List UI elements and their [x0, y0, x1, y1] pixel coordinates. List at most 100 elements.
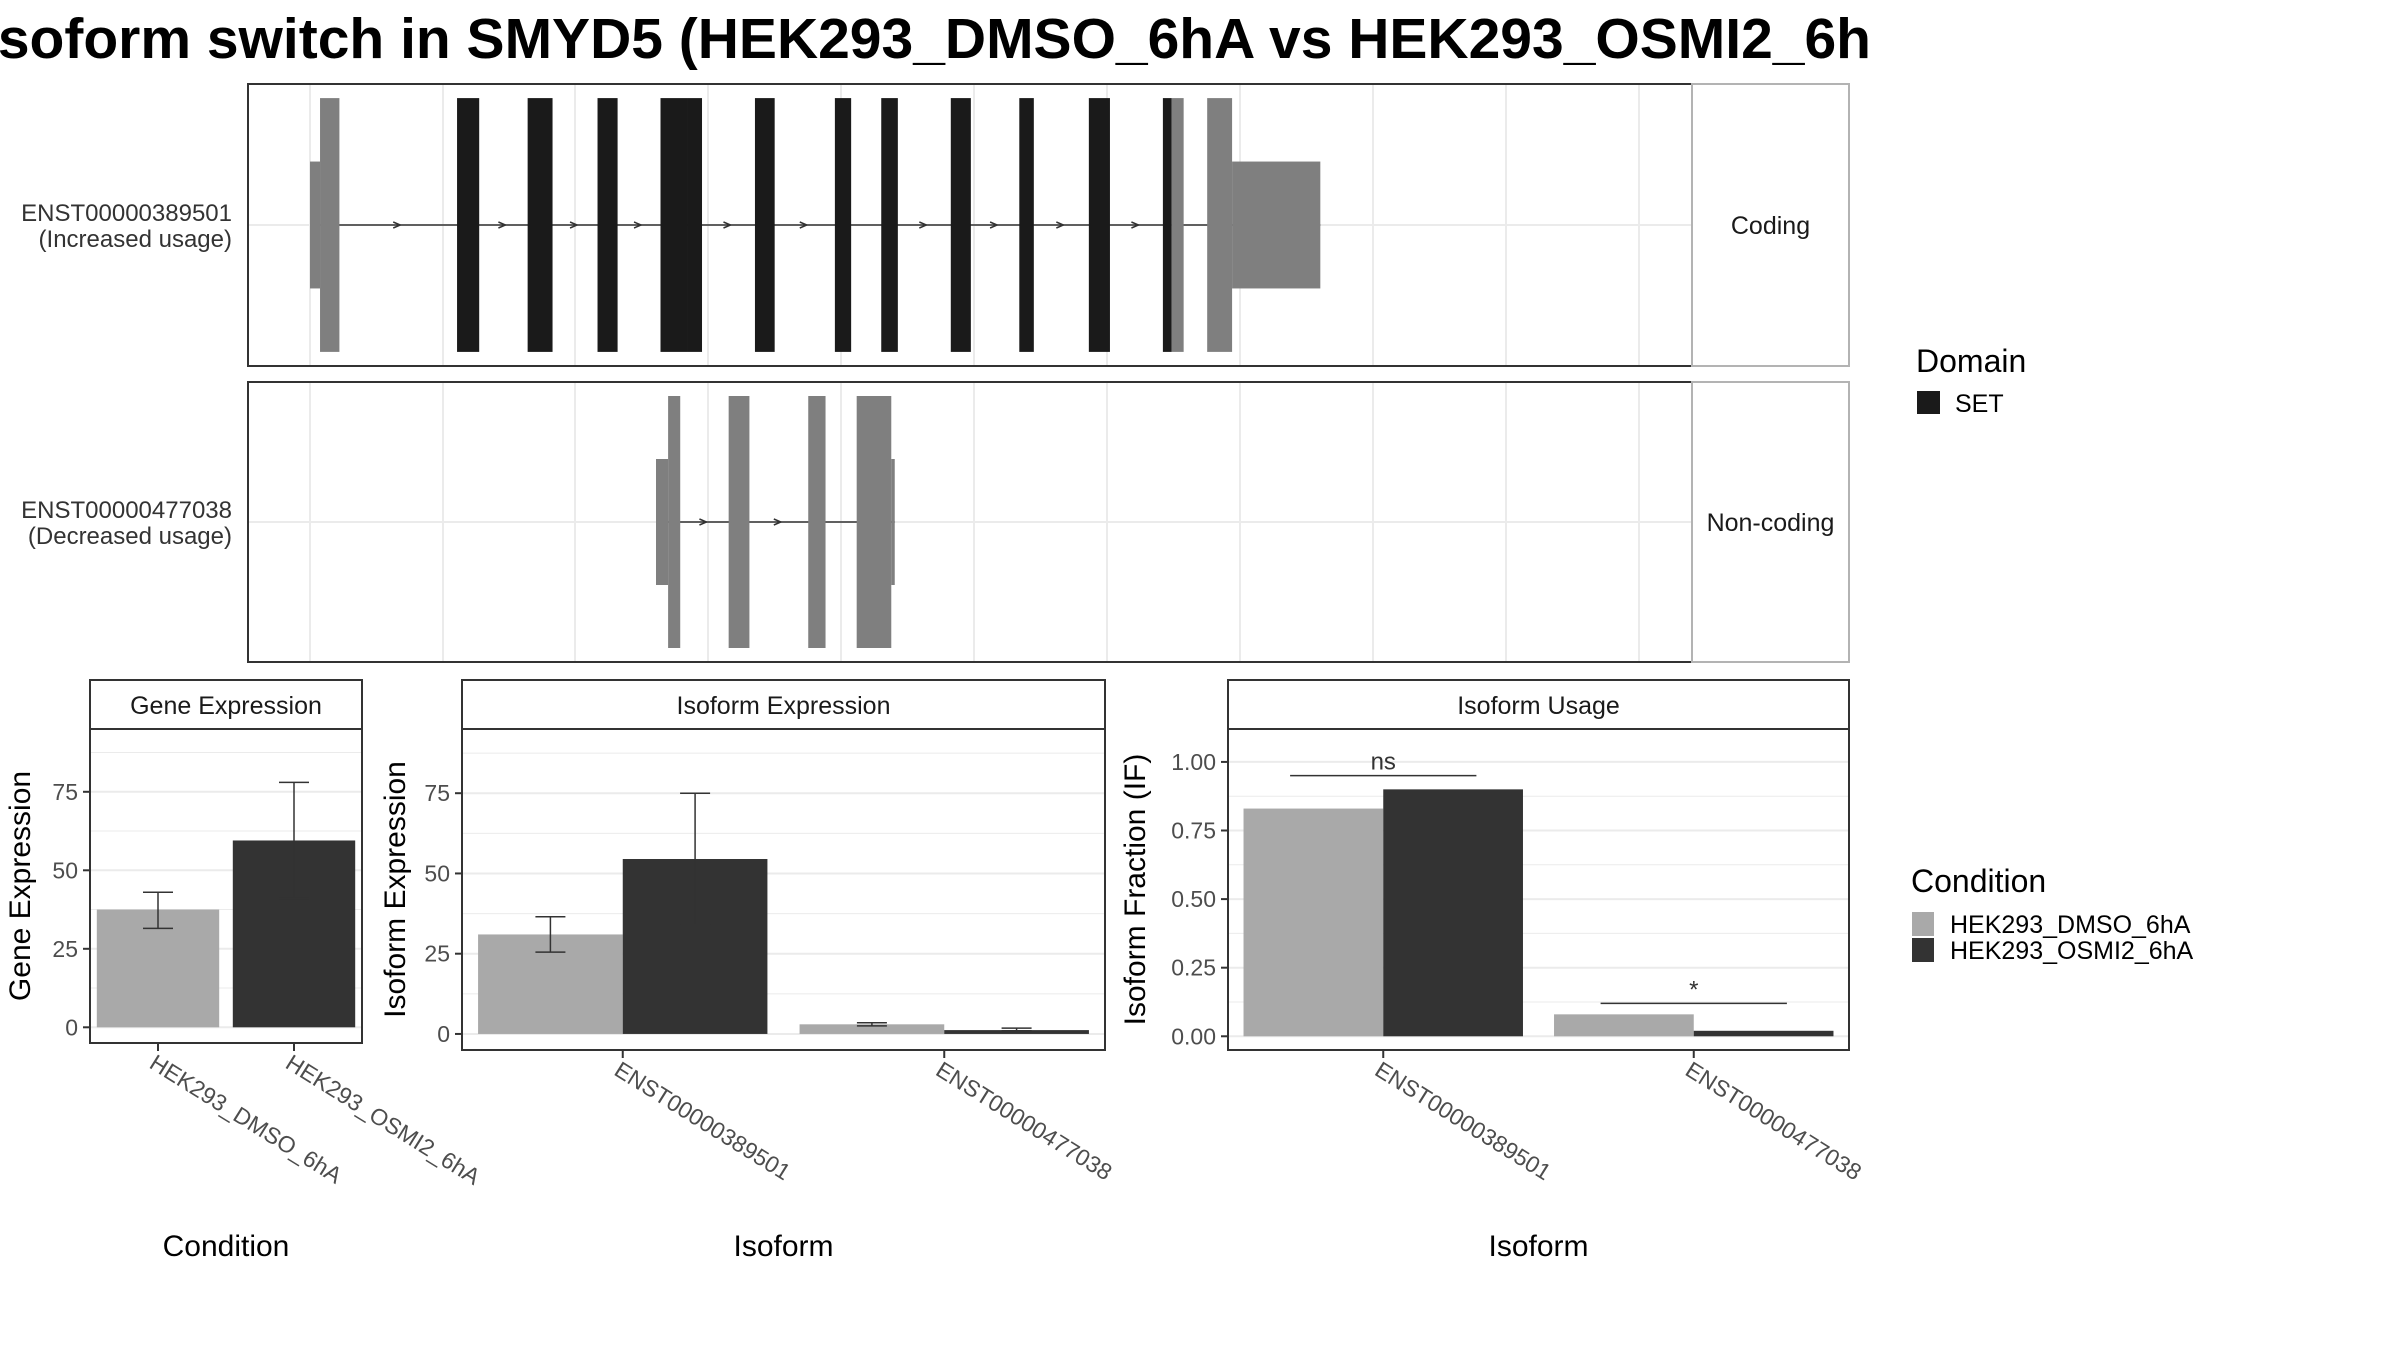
y-tick-label: 50	[52, 857, 78, 883]
set-domain-exon-9	[834, 98, 852, 352]
y-tick-label: 0.25	[1171, 955, 1216, 981]
y-axis-title: Gene Expression	[4, 771, 37, 1001]
y-tick-label: 25	[424, 941, 450, 967]
transcript-structure-plot: Coding ENST00000389501(Increased usage) No…	[21, 83, 1850, 663]
plot-border	[461, 728, 1106, 1051]
transcript-usage-label: (Decreased usage)	[28, 523, 232, 550]
error-bar	[856, 1021, 887, 1027]
y-tick-label: 50	[424, 860, 450, 886]
bar-charts: Gene Expression0255075HEK293_DMSO_6hAHEK…	[4, 679, 1866, 1263]
error-bar	[535, 916, 566, 953]
bar-ENST00000477038-osmi	[944, 1030, 1089, 1034]
set-domain-exon-7	[687, 98, 703, 352]
x-tick-label: ENST00000389501	[610, 1056, 795, 1185]
bar-ENST00000389501-dmso	[1243, 808, 1384, 1037]
direction-arrow	[633, 221, 643, 229]
plot-border	[1227, 728, 1850, 1051]
x-axis-title: Condition	[163, 1230, 290, 1263]
facet-strip-label: Gene Expression	[130, 692, 322, 720]
facet-strip	[89, 679, 363, 730]
direction-arrow	[498, 221, 508, 229]
domain-legend-swatch-set	[1917, 391, 1940, 414]
utr-exon-2	[668, 396, 681, 648]
x-axis-title: Isoform	[733, 1230, 833, 1263]
panel-strip	[1691, 83, 1850, 367]
y-tick-label: 1.00	[1171, 749, 1216, 775]
direction-arrow	[569, 221, 579, 229]
transcript-id-label: ENST00000389501	[21, 200, 232, 227]
direction-arrow	[773, 518, 783, 526]
y-axis-title: Isoform Expression	[379, 761, 412, 1018]
y-tick-label: 0	[65, 1014, 78, 1040]
set-domain-exon-10	[881, 98, 898, 352]
domain-legend: Domain SET	[1916, 343, 2026, 418]
error-bar	[279, 781, 309, 900]
plot-border	[89, 728, 363, 1044]
y-tick-label: 25	[52, 936, 78, 962]
y-tick-label: 75	[424, 780, 450, 806]
condition-legend-title: Condition	[1911, 863, 2046, 899]
panel-strip	[1691, 381, 1850, 663]
bar-ENST00000477038-dmso	[799, 1024, 945, 1034]
transcript-type-label: Non-coding	[1707, 509, 1835, 537]
chart-2: Isoform Expression 0 25 50 75 ENST00000389501…	[379, 679, 1117, 1263]
set-domain-exon-13	[1088, 98, 1110, 352]
bar-ENST00000477038-osmi	[1693, 1030, 1834, 1037]
set-domain-exon-6	[660, 98, 688, 352]
y-tick-label: 0.50	[1171, 886, 1216, 912]
chart-3: Isoform Usage 0.00 0.25 0.50 0.75 1.00 ns * ENST…	[1119, 679, 1866, 1263]
set-domain-exon-5	[597, 98, 618, 352]
utr-exon-5	[856, 396, 892, 648]
y-tick-label: 75	[52, 779, 78, 805]
error-bar	[1001, 1027, 1032, 1032]
set-domain-exon-11	[950, 98, 971, 352]
transcript-type-label: Coding	[1731, 212, 1810, 240]
error-bar	[143, 891, 173, 930]
direction-arrow	[392, 221, 403, 229]
bar-ENST00000477038-dmso	[1554, 1014, 1694, 1037]
utr-exon-3	[728, 396, 750, 648]
utr-exon-2	[320, 98, 340, 352]
domain-legend-title: Domain	[1916, 343, 2026, 379]
significance-label: ns	[1371, 749, 1396, 776]
bar-HEK293_DMSO_6hA	[96, 909, 220, 1028]
utr-exon-6	[891, 459, 895, 585]
figure-title: Isoform switch in SMYD5 (HEK293_DMSO_6hA…	[0, 7, 1871, 71]
utr-exon-1	[656, 459, 669, 585]
condition-legend-swatch-osmi	[1912, 938, 1934, 962]
transcript-panel-1: Coding ENST00000389501(Increased usage)	[21, 83, 1850, 367]
facet-strip	[1227, 679, 1850, 730]
set-domain-exon-12	[1019, 98, 1034, 352]
facet-strip-label: Isoform Expression	[677, 692, 891, 720]
direction-arrow	[723, 221, 733, 229]
x-tick-label: ENST00000389501	[1371, 1056, 1556, 1185]
facet-strip-label: Isoform Usage	[1457, 692, 1620, 720]
y-tick-label: 0	[437, 1021, 450, 1047]
significance-label: *	[1689, 976, 1698, 1003]
x-tick-label: ENST00000477038	[1681, 1056, 1866, 1185]
condition-legend: Condition HEK293_DMSO_6hA HEK293_OSMI2_6…	[1911, 863, 2194, 965]
transcript-usage-label: (Increased usage)	[39, 226, 232, 253]
y-axis-title: Isoform Fraction (IF)	[1119, 754, 1152, 1026]
x-tick-label: ENST00000477038	[932, 1056, 1117, 1185]
domain-legend-label-set: SET	[1955, 390, 2004, 418]
utr-exon-17	[1232, 161, 1321, 289]
direction-arrow	[799, 221, 809, 229]
condition-legend-label-osmi: HEK293_OSMI2_6hA	[1950, 937, 2194, 965]
utr-exon-15	[1171, 98, 1184, 352]
error-bar	[680, 792, 711, 926]
set-domain-exon-8	[754, 98, 775, 352]
utr-exon-4	[808, 396, 826, 648]
transcript-id-label: ENST00000477038	[21, 497, 232, 524]
direction-arrow	[1131, 221, 1141, 229]
bar-ENST00000389501-osmi	[1383, 789, 1523, 1037]
condition-legend-swatch-dmso	[1912, 912, 1934, 936]
transcript-panel-2: Non-coding ENST00000477038(Decreased usag…	[21, 381, 1850, 663]
utr-exon-1	[310, 161, 321, 289]
condition-legend-label-dmso: HEK293_DMSO_6hA	[1950, 911, 2191, 939]
y-tick-label: 0.00	[1171, 1023, 1216, 1049]
direction-arrow	[1056, 221, 1066, 229]
direction-arrow	[919, 221, 929, 229]
set-domain-exon-4	[527, 98, 553, 352]
